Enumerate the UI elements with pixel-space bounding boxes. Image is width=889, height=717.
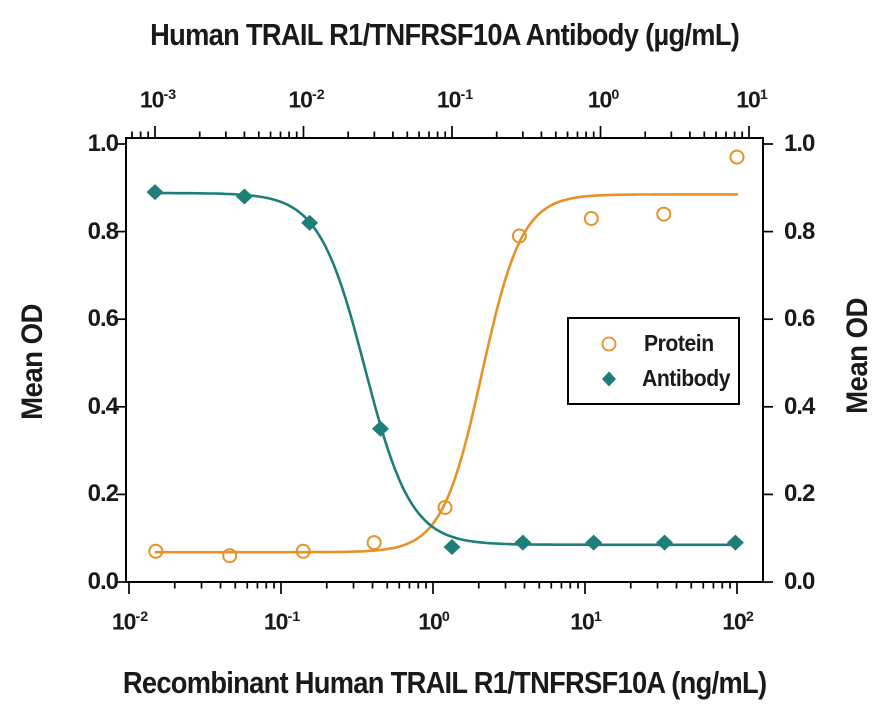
left-axis-tick-label: 0.2 <box>87 480 119 508</box>
legend: Protein Antibody <box>567 317 740 405</box>
bottom-axis-tick-label: 100 <box>418 608 450 635</box>
bottom-axis-tick-label: 10-1 <box>263 608 301 635</box>
legend-item: Protein <box>596 330 738 356</box>
left-axis-tick-label: 0.6 <box>87 305 119 333</box>
antibody-data-points <box>146 184 744 555</box>
y-axis-title-right: Mean OD <box>841 298 874 414</box>
right-axis-tick-label: 0.0 <box>784 568 815 595</box>
x-axis-title-row: Recombinant Human TRAIL R1/TNFRSF10A (ng… <box>0 664 889 702</box>
top-axis-tick-label: 10-2 <box>288 86 325 113</box>
right-axis-tick-label: 0.8 <box>784 217 815 245</box>
top-axis-tick-label: 100 <box>587 86 620 113</box>
right-axis-tick-label: 1.0 <box>784 130 815 157</box>
top-axis-tick-label: 10-1 <box>436 86 474 113</box>
legend-item-label: Antibody <box>642 365 731 391</box>
left-axis-tick-label: 0.8 <box>87 217 119 245</box>
top-axis-tick-label: 10-3 <box>139 86 177 113</box>
plot-frame <box>125 137 764 583</box>
left-axis-tick-label: 0.4 <box>87 392 119 420</box>
bottom-axis-tick-label: 102 <box>722 608 754 635</box>
protein-marker-icon <box>601 336 617 351</box>
top-axis-tick-label: 101 <box>736 86 768 113</box>
bottom-axis-tick-label: 10-2 <box>111 608 149 635</box>
legend-item: Antibody <box>596 365 738 391</box>
bottom-axis-tick-label: 101 <box>570 608 602 635</box>
protein-data-points <box>148 149 745 564</box>
antibody-marker-icon <box>602 371 616 386</box>
right-axis-tick-label: 0.2 <box>784 480 815 508</box>
chart-title: Human TRAIL R1/TNFRSF10A Antibody (µg/mL… <box>149 17 740 52</box>
legend-item-label: Protein <box>644 330 714 356</box>
right-axis-tick-label: 0.6 <box>784 305 815 333</box>
right-axis-tick-label: 0.4 <box>784 392 815 420</box>
left-axis-tick-label: 0.0 <box>87 568 119 595</box>
y-axis-title-left: Mean OD <box>16 304 49 420</box>
axis-ticks <box>116 126 773 594</box>
x-axis-title: Recombinant Human TRAIL R1/TNFRSF10A (ng… <box>122 665 767 700</box>
chart-title-row: Human TRAIL R1/TNFRSF10A Antibody (µg/mL… <box>0 16 889 54</box>
left-axis-tick-label: 1.0 <box>87 130 119 157</box>
